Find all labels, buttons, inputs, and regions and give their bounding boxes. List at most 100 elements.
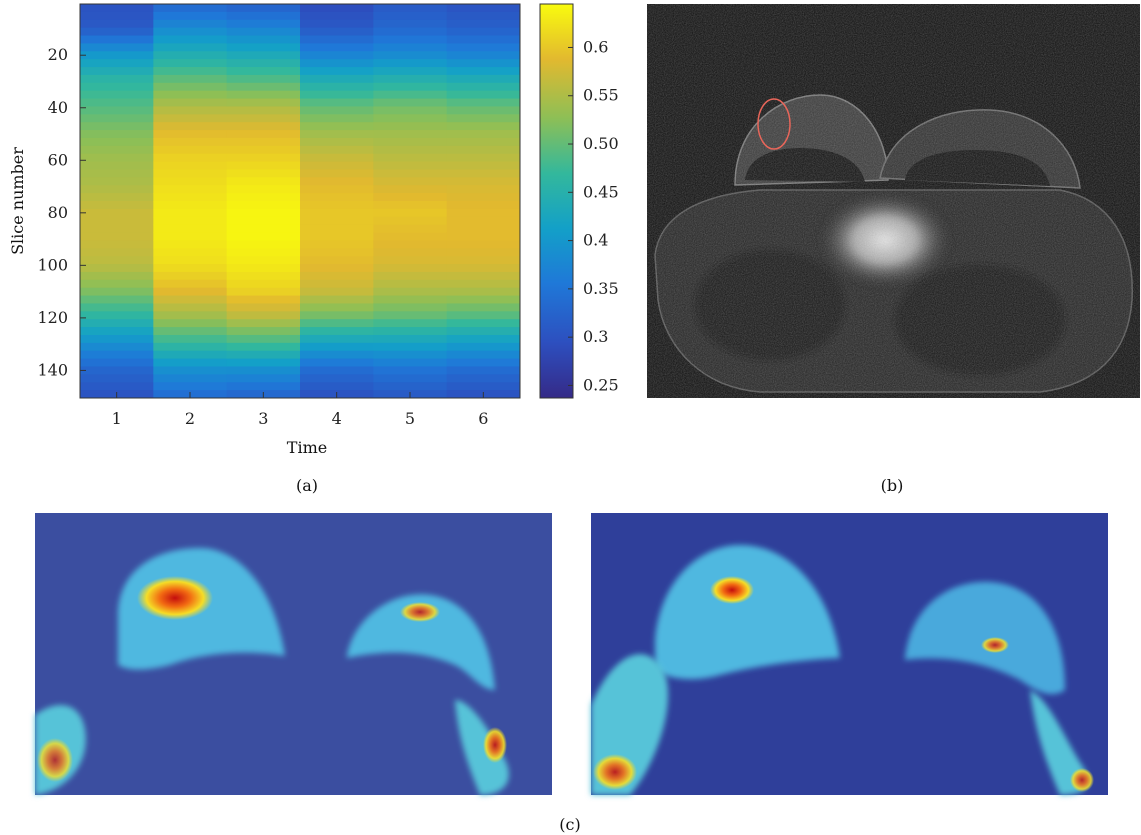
heatmap-cell <box>446 256 521 265</box>
heatmap-cell <box>300 216 374 226</box>
heatmap-cell <box>226 185 301 194</box>
heatmap-cell <box>153 153 228 163</box>
y-tick-label: 100 <box>37 255 68 274</box>
heatmap-cell <box>153 59 228 68</box>
heatmap-cell <box>153 201 228 210</box>
heatmap-cell <box>226 130 301 139</box>
heatmap-cell <box>446 27 521 37</box>
heatmap-cell <box>373 342 448 352</box>
heatmap-cell <box>153 106 228 115</box>
heatmap-cell <box>226 122 301 131</box>
heatmap-cell <box>446 271 521 281</box>
heatmap-cell <box>300 27 374 37</box>
heatmap-cell <box>300 271 374 281</box>
heatmap-cell <box>300 177 374 186</box>
heatmap-cell <box>226 67 301 76</box>
heatmap-cell <box>226 161 301 170</box>
heatmap-cell <box>373 287 448 297</box>
heatmap-cell <box>226 98 301 107</box>
map-right-hotspot-2 <box>981 637 1009 653</box>
heatmap-cell <box>153 74 228 84</box>
x-tick-label: 5 <box>405 409 415 428</box>
colorbar-tick-label: 0.3 <box>583 327 608 346</box>
heatmap-cell <box>153 334 228 344</box>
heatmap-cell <box>80 27 154 37</box>
x-axis-ticks: 1 2 3 4 5 6 <box>112 392 488 428</box>
heatmap-cell <box>446 208 521 218</box>
heatmap-cell <box>446 287 521 297</box>
heatmap-cell <box>446 153 521 163</box>
colorbar-tick-label: 0.6 <box>583 37 608 56</box>
heatmap-cell <box>226 153 301 163</box>
heatmap-cell <box>300 295 374 304</box>
heatmap-cell <box>373 19 448 29</box>
colorbar-tick-label: 0.4 <box>583 231 608 250</box>
heatmap-cell <box>300 90 374 100</box>
heatmap-cell <box>153 358 228 367</box>
colorbar-tick-label: 0.45 <box>583 182 619 201</box>
heatmap-cell <box>300 98 374 107</box>
heatmap-cell <box>226 256 301 265</box>
colorbar <box>539 3 574 399</box>
heatmap-cell <box>226 82 301 92</box>
mri-noise <box>647 4 1140 398</box>
heatmap-cell <box>153 177 228 186</box>
heatmap-frame <box>79 3 521 399</box>
heatmap-cell <box>446 327 521 336</box>
heatmap-cell <box>446 216 521 226</box>
heatmap-cell <box>153 161 228 170</box>
heatmap-cell <box>226 264 301 273</box>
y-axis-ticks: 20 40 60 80 100 120 140 <box>37 45 86 379</box>
colorbar-tick-label: 0.25 <box>583 375 619 394</box>
heatmap-cell <box>80 342 154 352</box>
heatmap-cell <box>446 114 521 123</box>
heatmap-cell <box>80 303 154 312</box>
heatmap-cell <box>300 366 374 375</box>
heatmap-cell <box>226 303 301 312</box>
heatmap-cell <box>153 114 228 123</box>
map-right-side <box>1030 690 1089 795</box>
heatmap-cell <box>226 35 301 44</box>
heatmap-cell <box>373 216 448 226</box>
heatmap-cell <box>153 248 228 257</box>
x-tick-label: 6 <box>478 409 488 428</box>
heatmap-cell <box>153 279 228 289</box>
heatmap-cell <box>446 319 521 328</box>
heatmap-cells <box>80 4 521 399</box>
heatmap-cell <box>153 264 228 273</box>
heatmap-cell <box>300 67 374 76</box>
heatmap-cell <box>80 287 154 297</box>
heatmap-cell <box>80 43 154 52</box>
heatmap-cell <box>300 208 374 218</box>
heatmap-cell <box>446 303 521 312</box>
heatmap-cell <box>153 67 228 76</box>
heatmap-cell <box>373 382 448 391</box>
heatmap-cell <box>446 248 521 257</box>
x-axis-label: Time <box>287 438 327 457</box>
heatmap-cell <box>373 366 448 375</box>
heatmap-cell <box>373 232 448 241</box>
y-tick-label: 40 <box>48 98 68 117</box>
heatmap-cell <box>300 145 374 155</box>
heatmap-cell <box>153 232 228 241</box>
heatmap-cell <box>226 201 301 210</box>
heatmap-cell <box>80 216 154 226</box>
heatmap-cell <box>153 4 228 13</box>
panel-label-c: (c) <box>559 815 580 834</box>
heatmap-cell <box>446 193 521 202</box>
heatmap-cell <box>300 342 374 352</box>
heatmap-cell <box>153 51 228 60</box>
heatmap-cell <box>373 11 448 21</box>
heatmap-cell <box>446 74 521 84</box>
heatmap-cell <box>373 358 448 367</box>
heatmap-cell <box>153 319 228 328</box>
heatmap-cell <box>226 374 301 383</box>
y-tick-label: 60 <box>48 150 68 169</box>
heatmap-cell <box>226 232 301 241</box>
parametric-map-left <box>35 513 552 795</box>
y-tick-label: 120 <box>37 308 68 327</box>
heatmap-cell <box>446 279 521 289</box>
heatmap-cell <box>153 130 228 139</box>
map-right-breast-2 <box>905 581 1065 695</box>
